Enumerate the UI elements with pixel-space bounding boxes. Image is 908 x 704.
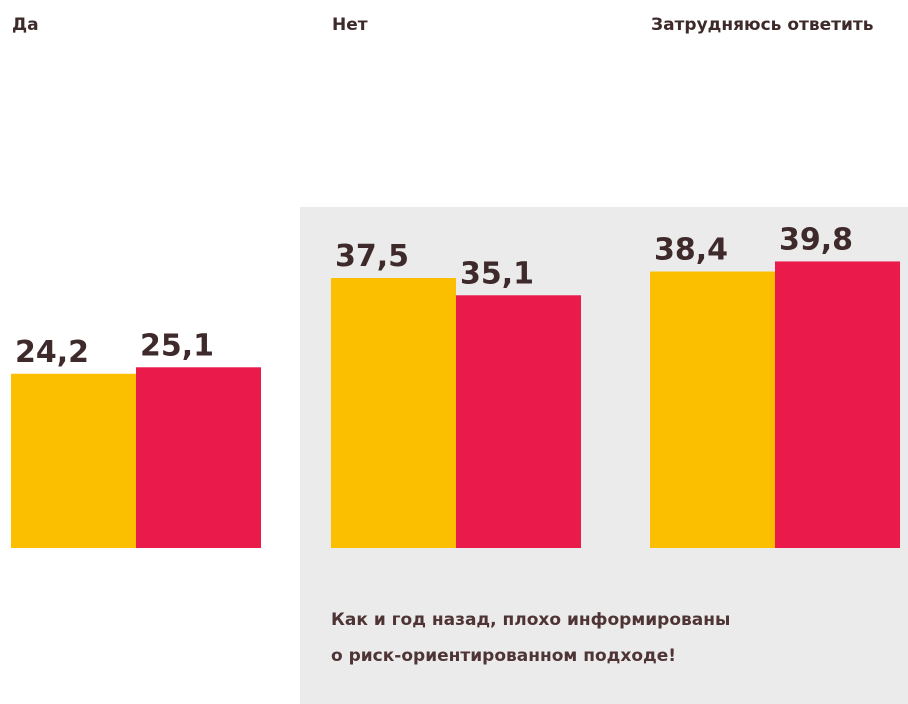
value-label: 39,8 [779,222,853,257]
value-label: 24,2 [15,335,89,370]
bar [775,261,900,548]
category-label: Нет [332,15,368,35]
bar [11,373,136,548]
value-label: 35,1 [460,256,534,291]
category-label: Да [12,15,39,35]
annotation: Как и год назад, плохо информированы [331,610,730,630]
annotation: о риск-ориентированном подходе! [331,646,676,666]
value-label: 38,4 [654,233,728,268]
bar [136,367,261,548]
bar [650,271,775,548]
value-label: 25,1 [140,328,214,363]
value-label: 37,5 [335,239,409,274]
bar [456,295,581,548]
bar [331,278,456,548]
category-label: Затрудняюсь ответить [651,15,874,35]
